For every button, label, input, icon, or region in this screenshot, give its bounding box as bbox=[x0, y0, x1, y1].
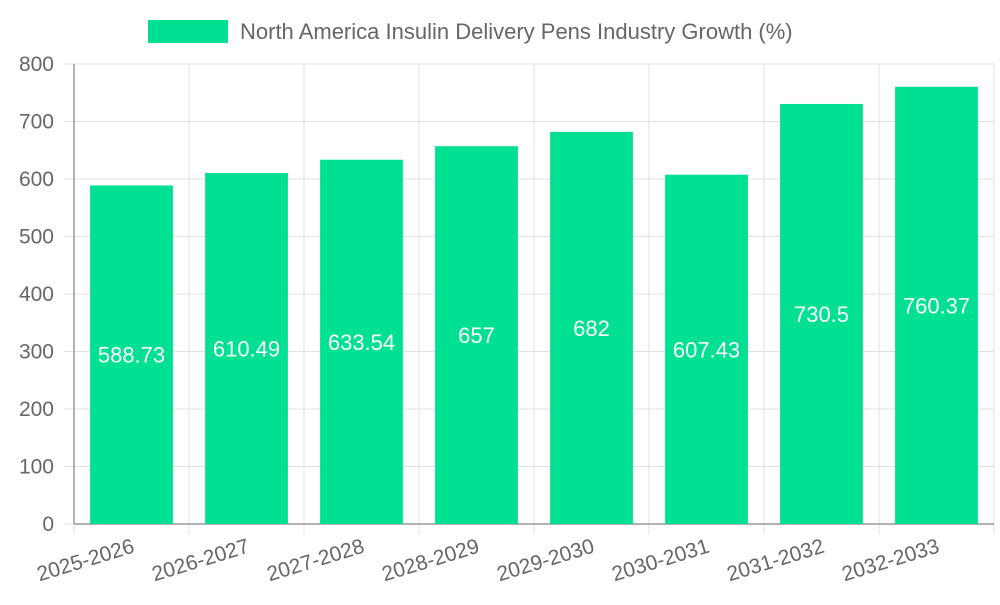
bar[interactable] bbox=[665, 174, 748, 524]
y-tick-label: 700 bbox=[19, 111, 54, 134]
legend[interactable]: North America Insulin Delivery Pens Indu… bbox=[148, 19, 793, 44]
y-tick-label: 100 bbox=[19, 456, 54, 479]
x-tick-label: 2026-2027 bbox=[149, 535, 252, 586]
y-tick-label: 500 bbox=[19, 226, 54, 249]
x-tick-label: 2031-2032 bbox=[724, 535, 827, 586]
x-axis-ticks: 2025-2026 2026-2027 2027-2028 2028-2029 2029… bbox=[34, 535, 942, 586]
x-tick-label: 2025-2026 bbox=[34, 535, 137, 586]
y-tick-label: 800 bbox=[19, 53, 54, 76]
data-label: 607.43 bbox=[673, 337, 740, 362]
data-label: 610.49 bbox=[213, 336, 280, 361]
x-tick-label: 2028-2029 bbox=[379, 535, 482, 586]
bar[interactable] bbox=[895, 86, 978, 525]
bar[interactable] bbox=[205, 172, 288, 524]
bar[interactable] bbox=[550, 131, 633, 524]
data-label: 682 bbox=[573, 316, 610, 341]
y-tick-label: 0 bbox=[42, 513, 54, 536]
x-tick-label: 2032-2033 bbox=[839, 535, 942, 586]
bar[interactable] bbox=[320, 159, 403, 525]
data-label: 588.73 bbox=[98, 343, 165, 368]
bar[interactable] bbox=[780, 103, 863, 525]
data-label: 633.54 bbox=[328, 330, 395, 355]
data-label: 760.37 bbox=[903, 293, 970, 318]
y-tick-label: 300 bbox=[19, 341, 54, 364]
data-label: 730.5 bbox=[794, 302, 849, 327]
y-tick-label: 600 bbox=[19, 168, 54, 191]
data-label: 657 bbox=[458, 323, 495, 348]
y-tick-label: 200 bbox=[19, 398, 54, 421]
bars bbox=[90, 86, 978, 525]
y-tick-label: 400 bbox=[19, 283, 54, 306]
y-axis-ticks: 0 100 200 300 400 500 600 700 800 bbox=[19, 53, 54, 536]
bar[interactable] bbox=[90, 185, 173, 524]
x-tick-label: 2027-2028 bbox=[264, 535, 367, 586]
legend-label: North America Insulin Delivery Pens Indu… bbox=[240, 19, 793, 44]
x-tick-label: 2029-2030 bbox=[494, 535, 597, 586]
data-labels: 588.73 610.49 633.54 657 682 607.43 730.5 760.3… bbox=[98, 293, 970, 367]
x-tick-label: 2030-2031 bbox=[609, 535, 712, 586]
legend-swatch bbox=[148, 20, 228, 43]
bar[interactable] bbox=[435, 146, 518, 524]
